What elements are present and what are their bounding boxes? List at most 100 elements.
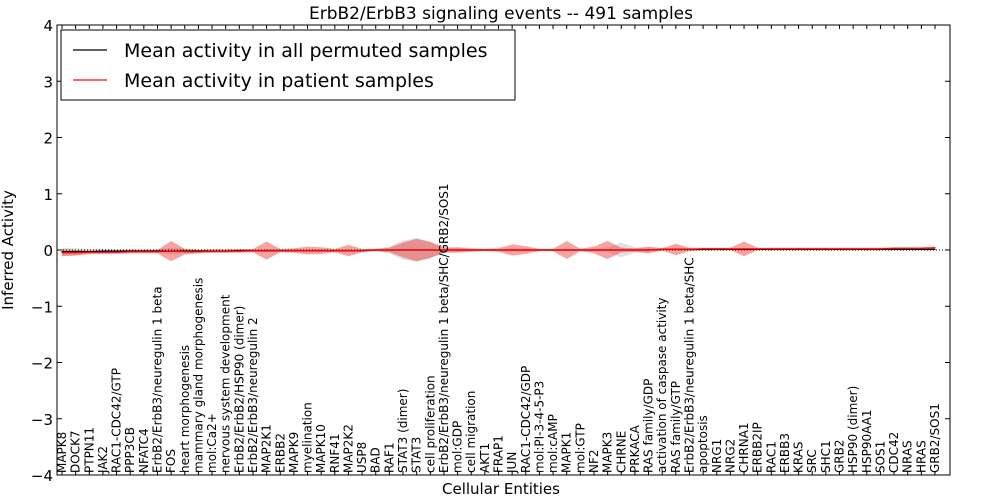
- point-patient-59: [866, 248, 868, 250]
- point-permuted-0: [61, 251, 63, 253]
- y-tick-label: 2: [43, 130, 53, 148]
- point-permuted-1: [75, 251, 77, 253]
- x-tick-label: mol:cAMP: [546, 414, 560, 473]
- x-tick-label: MAPK1: [560, 432, 574, 473]
- x-tick-label: SOS1: [873, 441, 887, 473]
- legend-label-patient: Mean activity in patient samples: [124, 70, 434, 92]
- point-permuted-4: [116, 250, 118, 252]
- point-patient-36: [552, 249, 554, 251]
- point-patient-44: [661, 248, 663, 250]
- point-patient-21: [347, 250, 350, 252]
- point-patient-38: [579, 249, 581, 251]
- point-patient-12: [225, 250, 227, 252]
- point-patient-47: [702, 248, 704, 250]
- x-tick-label: HSP90 (dimer): [846, 386, 860, 473]
- x-tick-label: MAPK10: [314, 424, 328, 473]
- point-patient-7: [156, 251, 159, 253]
- x-tick-label: RAS family/GDP: [642, 379, 656, 473]
- x-tick-label: SRC: [805, 449, 819, 473]
- y-axis: 4 3 2 1 0 −1 −2 −3 −4: [31, 17, 950, 485]
- lines-layer: [57, 247, 950, 254]
- x-tick-label: HSP90AA1: [860, 409, 874, 473]
- point-patient-27: [429, 249, 431, 251]
- point-permuted-3: [102, 250, 104, 252]
- x-tick-label: ErbB2/ErbB3/neuregulin 1 beta: [151, 286, 165, 473]
- point-patient-14: [252, 250, 254, 252]
- point-patient-18: [306, 250, 309, 252]
- x-tick-label: RAF1: [382, 442, 396, 473]
- x-tick-label: apoptosis: [696, 415, 710, 473]
- x-axis-label: Cellular Entities: [442, 480, 560, 498]
- x-tick-label: ErbB2/ErbB3/neuregulin 1 beta/SHC: [683, 257, 697, 473]
- x-tick-label: FRAP1: [492, 435, 506, 473]
- x-tick-label: ErbB2/ErbB2/HSP90 (dimer): [232, 306, 246, 473]
- point-patient-8: [170, 250, 172, 252]
- x-tick-label: cell proliferation: [423, 375, 437, 473]
- point-patient-64: [934, 247, 936, 249]
- x-tick-label: PRKACA: [628, 424, 642, 473]
- x-tick-label: GRB2: [833, 439, 847, 473]
- y-tick-label: −1: [31, 298, 53, 316]
- x-tick-label: ERBB2IP: [751, 422, 765, 473]
- point-patient-48: [716, 248, 718, 250]
- x-tick-label: mammary gland morphogenesis: [191, 278, 205, 473]
- point-patient-56: [825, 248, 827, 250]
- point-permuted-61: [893, 248, 895, 250]
- x-axis: MAPK8 DOCK7 PTPN11 JAK2 RAC1-CDC42/GTP PPP3CB…: [55, 25, 942, 475]
- x-tick-label: PTPN11: [82, 427, 96, 473]
- point-patient-15: [266, 250, 268, 252]
- point-patient-51: [757, 248, 759, 250]
- x-tick-label: RNF41: [328, 434, 342, 474]
- point-patient-61: [893, 247, 895, 249]
- x-tick-label: ERBB3: [778, 433, 792, 473]
- x-tick-label: CDC42: [887, 432, 901, 473]
- x-tick-label: STAT3: [410, 437, 424, 473]
- x-tick-label: JUN: [505, 452, 519, 474]
- point-patient-5: [129, 251, 131, 253]
- point-patient-35: [538, 249, 541, 251]
- x-tick-label: MAP2K2: [342, 424, 356, 473]
- point-patient-20: [334, 250, 336, 252]
- point-patient-26: [416, 249, 418, 251]
- x-tick-label: mol:GDP: [451, 421, 465, 473]
- y-axis-label: Inferred Activity: [0, 190, 17, 310]
- point-patient-28: [443, 249, 445, 251]
- x-tick-label: nervous system development: [219, 294, 233, 473]
- y-tick-label: −4: [31, 467, 53, 485]
- x-tick-label: USP8: [355, 442, 369, 473]
- x-tick-label: RAS family/GTP: [669, 381, 683, 473]
- point-patient-50: [743, 248, 745, 250]
- x-tick-label: DOCK7: [69, 430, 83, 473]
- point-patient-9: [184, 251, 186, 253]
- x-tick-label: RAC1: [764, 441, 778, 473]
- point-patient-58: [852, 248, 854, 250]
- point-patient-10: [197, 251, 199, 253]
- x-tick-label: ErbB2/ErbB3/neuregulin 1 beta/SHC/GRB2/S…: [437, 183, 451, 473]
- x-tick-label: MAP2K1: [260, 424, 274, 473]
- point-patient-46: [688, 248, 691, 250]
- point-patient-31: [484, 249, 486, 251]
- x-tick-label: NRG1: [710, 439, 724, 473]
- x-tick-label: cell migration: [464, 391, 478, 473]
- y-tick-label: 3: [43, 73, 53, 91]
- point-patient-37: [566, 249, 568, 251]
- point-patient-63: [920, 247, 923, 249]
- x-tick-label: SHC1: [819, 440, 833, 473]
- y-tick-label: 1: [43, 186, 53, 204]
- x-tick-label: myelination: [301, 402, 315, 473]
- x-tick-label: CHRNA1: [737, 422, 751, 473]
- point-patient-33: [511, 249, 513, 251]
- point-permuted-63: [920, 248, 923, 250]
- point-patient-43: [647, 249, 650, 251]
- point-patient-19: [320, 250, 322, 252]
- x-tick-label: mol:Ca2+: [205, 413, 219, 473]
- x-tick-label: STAT3 (dimer): [396, 389, 410, 473]
- chart-title: ErbB2/ErbB3 signaling events -- 491 samp…: [309, 4, 693, 24]
- point-patient-13: [238, 250, 240, 252]
- point-patient-41: [620, 249, 622, 251]
- point-patient-60: [879, 248, 882, 250]
- legend-box: [60, 29, 516, 101]
- point-patient-54: [798, 248, 800, 250]
- x-tick-label: HRAS: [914, 440, 928, 473]
